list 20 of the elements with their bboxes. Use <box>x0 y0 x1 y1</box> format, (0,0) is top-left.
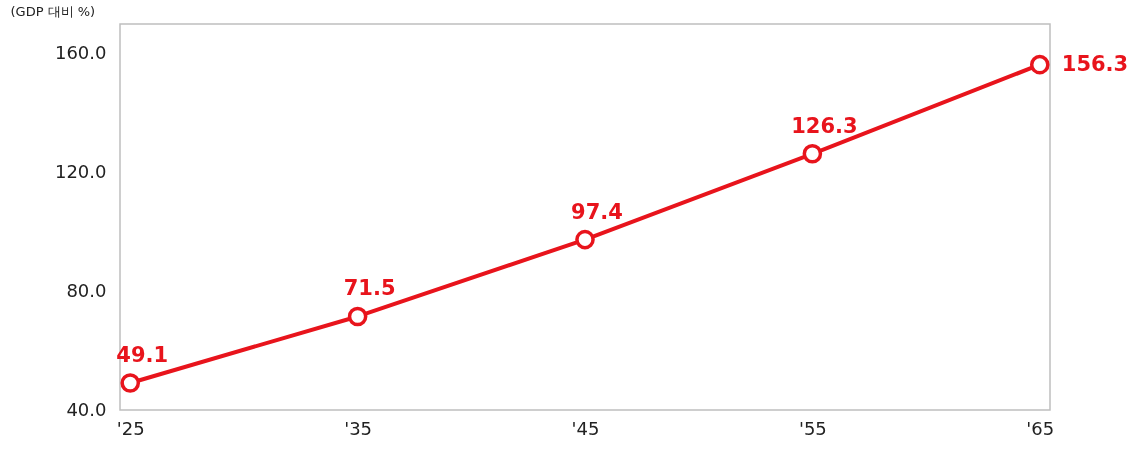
point <box>120 373 141 393</box>
point <box>802 143 823 164</box>
point <box>1029 54 1050 75</box>
x-tick-label: '55 <box>798 417 827 439</box>
y-axis-title: (GDP 대비 %) <box>10 3 96 19</box>
y-tick-label: 80.0 <box>66 279 107 301</box>
y-tick-label: 120.0 <box>54 160 107 182</box>
data-label: 49.1 <box>116 342 169 367</box>
data-label: 97.4 <box>571 199 623 224</box>
data-label: 126.3 <box>791 113 858 138</box>
y-tick-label: 40.0 <box>66 398 107 420</box>
data-label: 156.3 <box>1061 51 1129 76</box>
x-tick-label: '45 <box>571 417 600 439</box>
point <box>347 306 368 327</box>
point <box>575 229 595 250</box>
x-tick-label: '35 <box>344 417 373 439</box>
y-tick-label: 160.0 <box>54 42 107 64</box>
data-label: 71.5 <box>343 276 396 301</box>
x-tick-label: '65 <box>1026 417 1055 439</box>
x-tick-label: '25 <box>116 417 145 439</box>
